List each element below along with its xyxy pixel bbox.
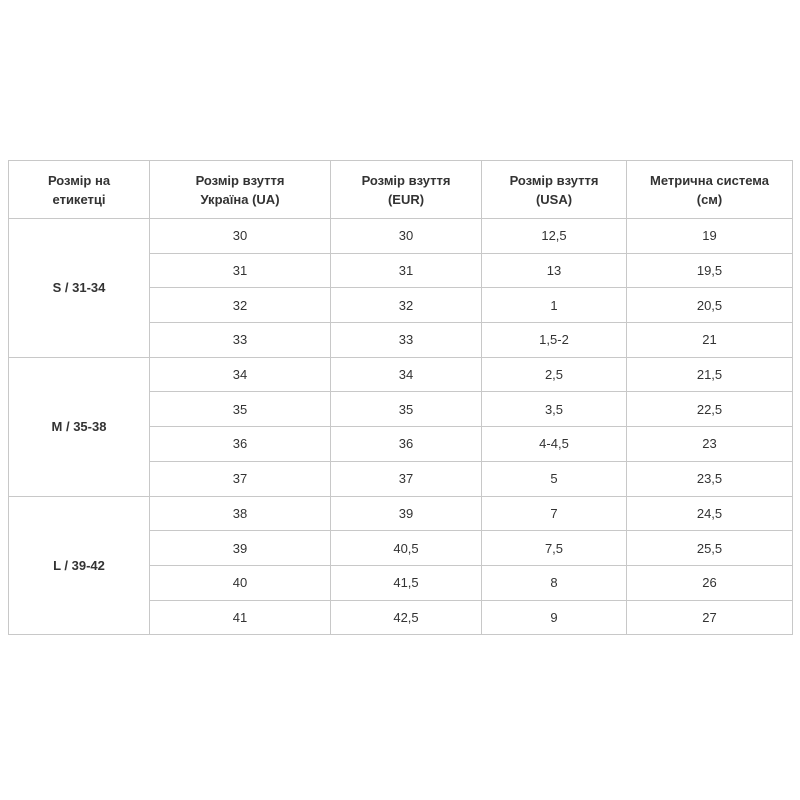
table-cell: 42,5 (330, 599, 482, 636)
table-cell: 37 (149, 460, 331, 497)
table-cell: 24,5 (626, 495, 793, 532)
table-cell: 23 (626, 426, 793, 462)
table-cell: 7 (481, 495, 627, 532)
table-cell: 31 (330, 252, 482, 289)
table-cell: 2,5 (481, 356, 627, 393)
table-cell: 31 (149, 252, 331, 289)
table-cell: 32 (149, 287, 331, 324)
header-cell: Метрична система (см) (626, 160, 793, 219)
table-cell: 30 (330, 218, 482, 254)
header-cell: Розмір взуття (USA) (481, 160, 627, 219)
table-cell: 35 (330, 391, 482, 428)
table-row: L / 39-42 38 39 7 24,5 (8, 495, 793, 636)
table-cell: 19,5 (626, 252, 793, 289)
header-row: Розмір на етикетці Розмір взуття Україна … (8, 160, 793, 219)
table-cell: 41 (149, 599, 331, 636)
table-row: M / 35-38 34 34 2,5 21,5 (8, 356, 793, 497)
header-cell: Розмір на етикетці (8, 160, 150, 219)
table-cell: 41,5 (330, 564, 482, 601)
table-row: S / 31-34 30 30 12,5 19 (8, 218, 793, 358)
table-cell: 39 (330, 495, 482, 532)
table-cell: 33 (149, 322, 331, 358)
size-label: M / 35-38 (8, 356, 150, 497)
size-label: S / 31-34 (8, 218, 150, 358)
table-cell: 19 (626, 218, 793, 254)
table-row: 41 42,5 9 27 (9, 599, 793, 636)
header-cell: Розмір взуття (EUR) (330, 160, 482, 219)
table-row: 39 40,5 7,5 25,5 (9, 530, 793, 566)
table-cell: 9 (481, 599, 627, 636)
table-cell: 22,5 (626, 391, 793, 428)
table-row: 33 33 1,5-2 21 (9, 322, 793, 358)
table-cell: 40,5 (330, 530, 482, 566)
table-row: 31 31 13 19,5 (9, 252, 793, 289)
table-cell: 4-4,5 (481, 426, 627, 462)
table-cell: 26 (626, 564, 793, 601)
table-cell: 7,5 (481, 530, 627, 566)
table-cell: 37 (330, 460, 482, 497)
table-cell: 32 (330, 287, 482, 324)
size-table: Розмір на етикетці Розмір взуття Україна … (8, 160, 793, 636)
table-cell: 8 (481, 564, 627, 601)
table-row: 32 32 1 20,5 (9, 287, 793, 324)
table-row: 36 36 4-4,5 23 (9, 426, 793, 462)
table-cell: 1 (481, 287, 627, 324)
table-cell: 23,5 (626, 460, 793, 497)
table-cell: 25,5 (626, 530, 793, 566)
table-cell: 3,5 (481, 391, 627, 428)
table-cell: 21 (626, 322, 793, 358)
table-cell: 5 (481, 460, 627, 497)
table-cell: 34 (149, 356, 331, 393)
size-label: L / 39-42 (8, 495, 150, 636)
table-cell: 21,5 (626, 356, 793, 393)
header-cell: Розмір взуття Україна (UA) (149, 160, 331, 219)
table-cell: 38 (149, 495, 331, 532)
size-chart: Розмір на етикетці Розмір взуття Україна … (8, 160, 793, 636)
table-cell: 36 (330, 426, 482, 462)
table-cell: 40 (149, 564, 331, 601)
table-cell: 36 (149, 426, 331, 462)
table-cell: 27 (626, 599, 793, 636)
table-cell: 34 (330, 356, 482, 393)
table-cell: 30 (149, 218, 331, 254)
table-cell: 20,5 (626, 287, 793, 324)
table-cell: 12,5 (481, 218, 627, 254)
table-cell: 33 (330, 322, 482, 358)
table-cell: 35 (149, 391, 331, 428)
table-cell: 1,5-2 (481, 322, 627, 358)
table-cell: 13 (481, 252, 627, 289)
table-cell: 39 (149, 530, 331, 566)
table-row: 40 41,5 8 26 (9, 564, 793, 601)
